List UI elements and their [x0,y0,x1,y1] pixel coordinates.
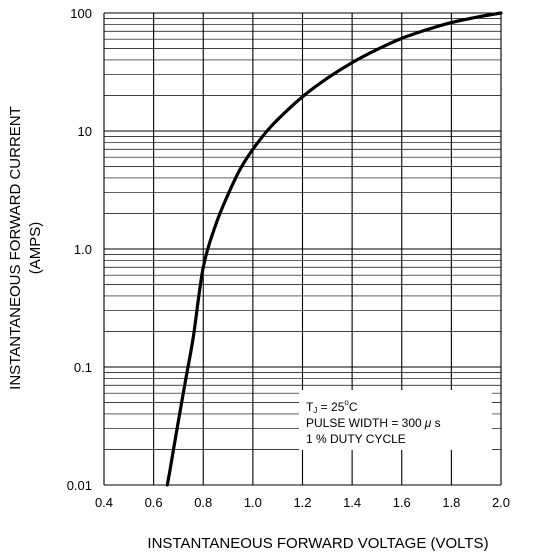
y-tick-label: 0.1 [74,360,92,375]
x-tick-labels: 0.4 0.6 0.8 1.0 1.2 1.4 1.6 1.8 2.0 [95,495,510,510]
annotation-line-1: TJ = 25oC [306,398,358,415]
x-tick-label: 2.0 [492,495,510,510]
series-line [165,11,503,487]
annotation-line-2: PULSE WIDTH = 300 μ s [306,416,441,430]
annotation-line-3: 1 % DUTY CYCLE [306,432,406,446]
y-axis-unit: (AMPS) [27,222,44,275]
x-tick-label: 1.8 [442,495,460,510]
y-tick-label: 0.01 [67,478,92,493]
x-tick-label: 1.0 [244,495,262,510]
x-axis-label: INSTANTANEOUS FORWARD VOLTAGE (VOLTS) [147,535,488,552]
x-tick-label: 0.6 [145,495,163,510]
y-axis-label: INSTANTANEOUS FORWARD CURRENT [7,106,24,390]
x-tick-label: 0.4 [95,495,113,510]
y-tick-labels: 0.01 0.1 1.0 10 100 [67,6,92,493]
y-tick-label: 10 [78,124,92,139]
x-tick-label: 1.4 [343,495,361,510]
x-tick-label: 1.6 [393,495,411,510]
annotation-box: TJ = 25oC PULSE WIDTH = 300 μ s 1 % DUTY … [299,390,492,450]
y-tick-label: 1.0 [74,242,92,257]
x-tick-label: 0.8 [194,495,212,510]
x-tick-label: 1.2 [293,495,311,510]
y-tick-label: 100 [70,6,92,21]
